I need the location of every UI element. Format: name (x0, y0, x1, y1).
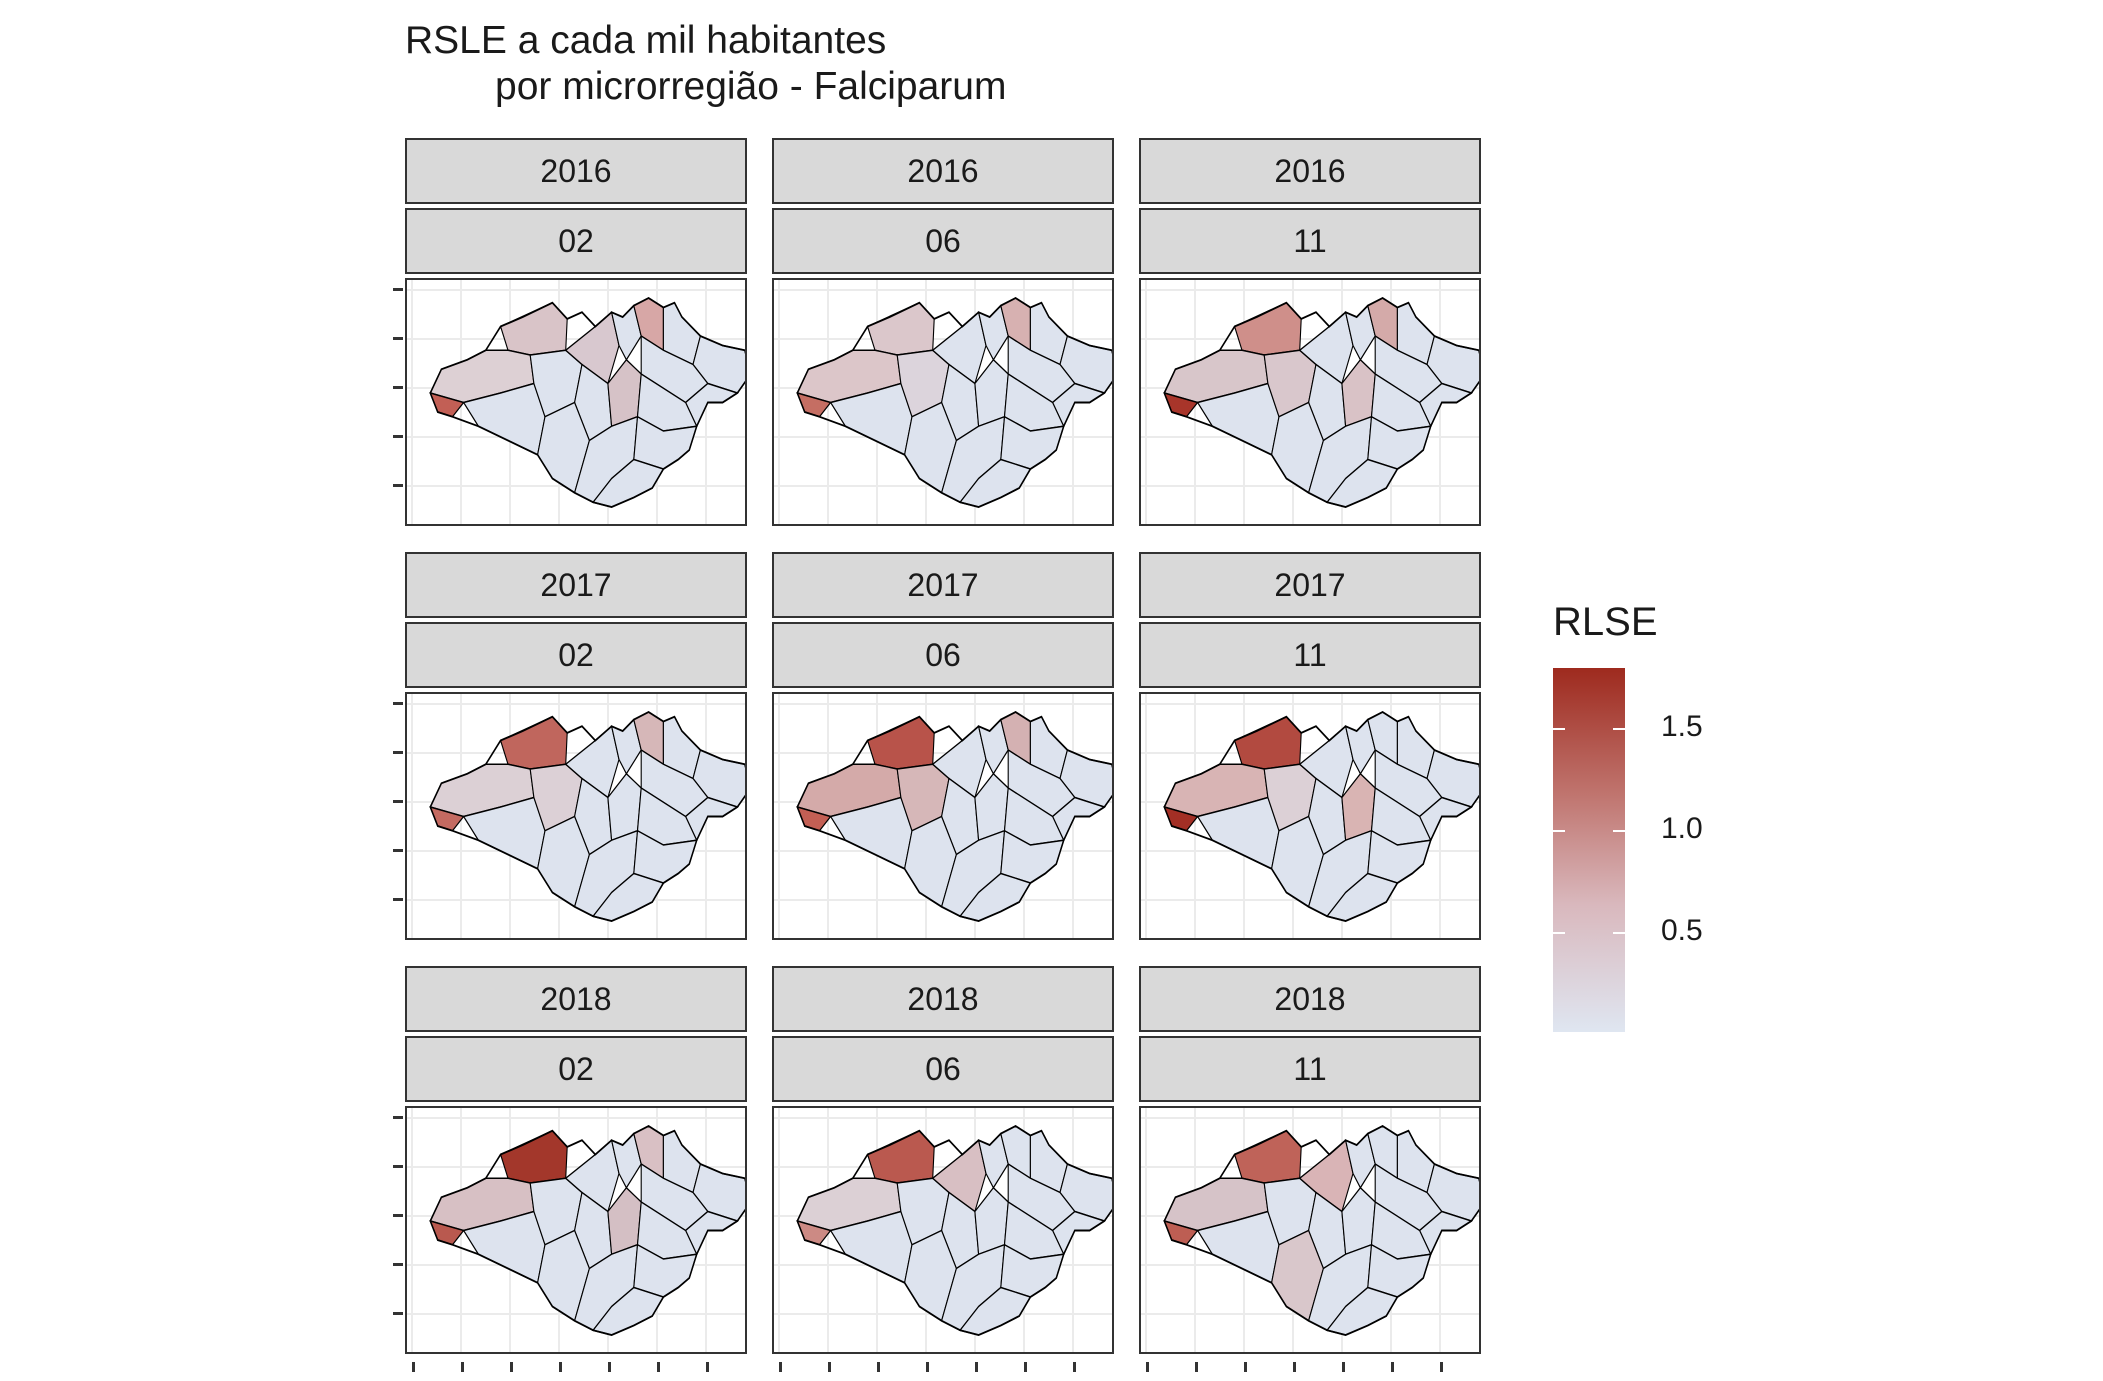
legend-label-low: 0.5 (1661, 914, 1703, 947)
map-plot (1139, 1106, 1481, 1354)
map-plot (405, 278, 747, 526)
facet-strip-year: 2017 (1139, 552, 1481, 618)
facet-panel-2016-06: 2016 06 (772, 138, 1114, 526)
map-outline (1163, 710, 1479, 922)
map-outline (1163, 1124, 1479, 1336)
map-svg (774, 1108, 1112, 1352)
facet-strip-year: 2016 (405, 138, 747, 204)
facet-strip-month: 06 (772, 208, 1114, 274)
map-outline (429, 1124, 745, 1336)
facet-strip-month: 02 (405, 208, 747, 274)
facet-strip-year: 2017 (772, 552, 1114, 618)
legend-label-high: 1.5 (1661, 710, 1703, 743)
facet-panel-2017-02: 2017 02 (405, 552, 747, 940)
map-svg (407, 280, 745, 524)
facet-strip-month: 02 (405, 1036, 747, 1102)
facet-panel-2016-02: 2016 02 (405, 138, 747, 526)
facet-strip-month: 11 (1139, 1036, 1481, 1102)
facet-panel-2018-02: 2018 02 (405, 966, 747, 1354)
map-svg (1141, 694, 1479, 938)
facet-strip-year: 2018 (1139, 966, 1481, 1032)
facet-strip-month: 02 (405, 622, 747, 688)
map-plot (772, 692, 1114, 940)
facet-panel-2018-11: 2018 11 (1139, 966, 1481, 1354)
map-outline (796, 710, 1112, 922)
map-svg (407, 694, 745, 938)
color-legend: RLSE 1.5 1.0 0.5 (1553, 600, 1703, 1032)
microregion-11 (1341, 772, 1376, 842)
map-outline (429, 296, 745, 508)
facet-panel-2018-06: 2018 06 (772, 966, 1114, 1354)
microregion-11 (607, 358, 642, 428)
map-plot (772, 278, 1114, 526)
facet-panel-2016-11: 2016 11 (1139, 138, 1481, 526)
map-plot (1139, 278, 1481, 526)
map-outline (796, 1124, 1112, 1336)
microregion-11 (607, 1186, 642, 1256)
facet-strip-month: 06 (772, 622, 1114, 688)
map-svg (1141, 280, 1479, 524)
map-svg (407, 1108, 745, 1352)
title-line-1: RSLE a cada mil habitantes (405, 19, 887, 62)
microregion-11 (607, 772, 642, 842)
map-svg (1141, 1108, 1479, 1352)
microregion-11 (1341, 358, 1376, 428)
map-plot (405, 692, 747, 940)
map-plot (1139, 692, 1481, 940)
map-svg (774, 694, 1112, 938)
x-axis-ticks (0, 1362, 2103, 1372)
facet-strip-month: 06 (772, 1036, 1114, 1102)
map-svg (774, 280, 1112, 524)
map-outline (1163, 296, 1479, 508)
legend-label-mid: 1.0 (1661, 812, 1703, 845)
microregion-11 (1341, 1186, 1376, 1256)
legend-title: RLSE (1553, 600, 1658, 644)
legend-colorbar (1553, 668, 1625, 1032)
facet-strip-month: 11 (1139, 622, 1481, 688)
microregion-11 (974, 1186, 1009, 1256)
map-outline (796, 296, 1112, 508)
map-outline (429, 710, 745, 922)
microregion-11 (974, 358, 1009, 428)
title-line-2: por microrregião - Falciparum (495, 65, 1007, 108)
facet-panel-2017-11: 2017 11 (1139, 552, 1481, 940)
facet-strip-year: 2017 (405, 552, 747, 618)
chart-title: RSLE a cada mil habitantes por microrreg… (405, 18, 1006, 110)
facet-panel-2017-06: 2017 06 (772, 552, 1114, 940)
facet-strip-year: 2018 (772, 966, 1114, 1032)
facet-strip-year: 2016 (772, 138, 1114, 204)
facet-strip-year: 2018 (405, 966, 747, 1032)
facet-strip-month: 11 (1139, 208, 1481, 274)
facet-strip-year: 2016 (1139, 138, 1481, 204)
map-plot (405, 1106, 747, 1354)
microregion-11 (974, 772, 1009, 842)
map-plot (772, 1106, 1114, 1354)
